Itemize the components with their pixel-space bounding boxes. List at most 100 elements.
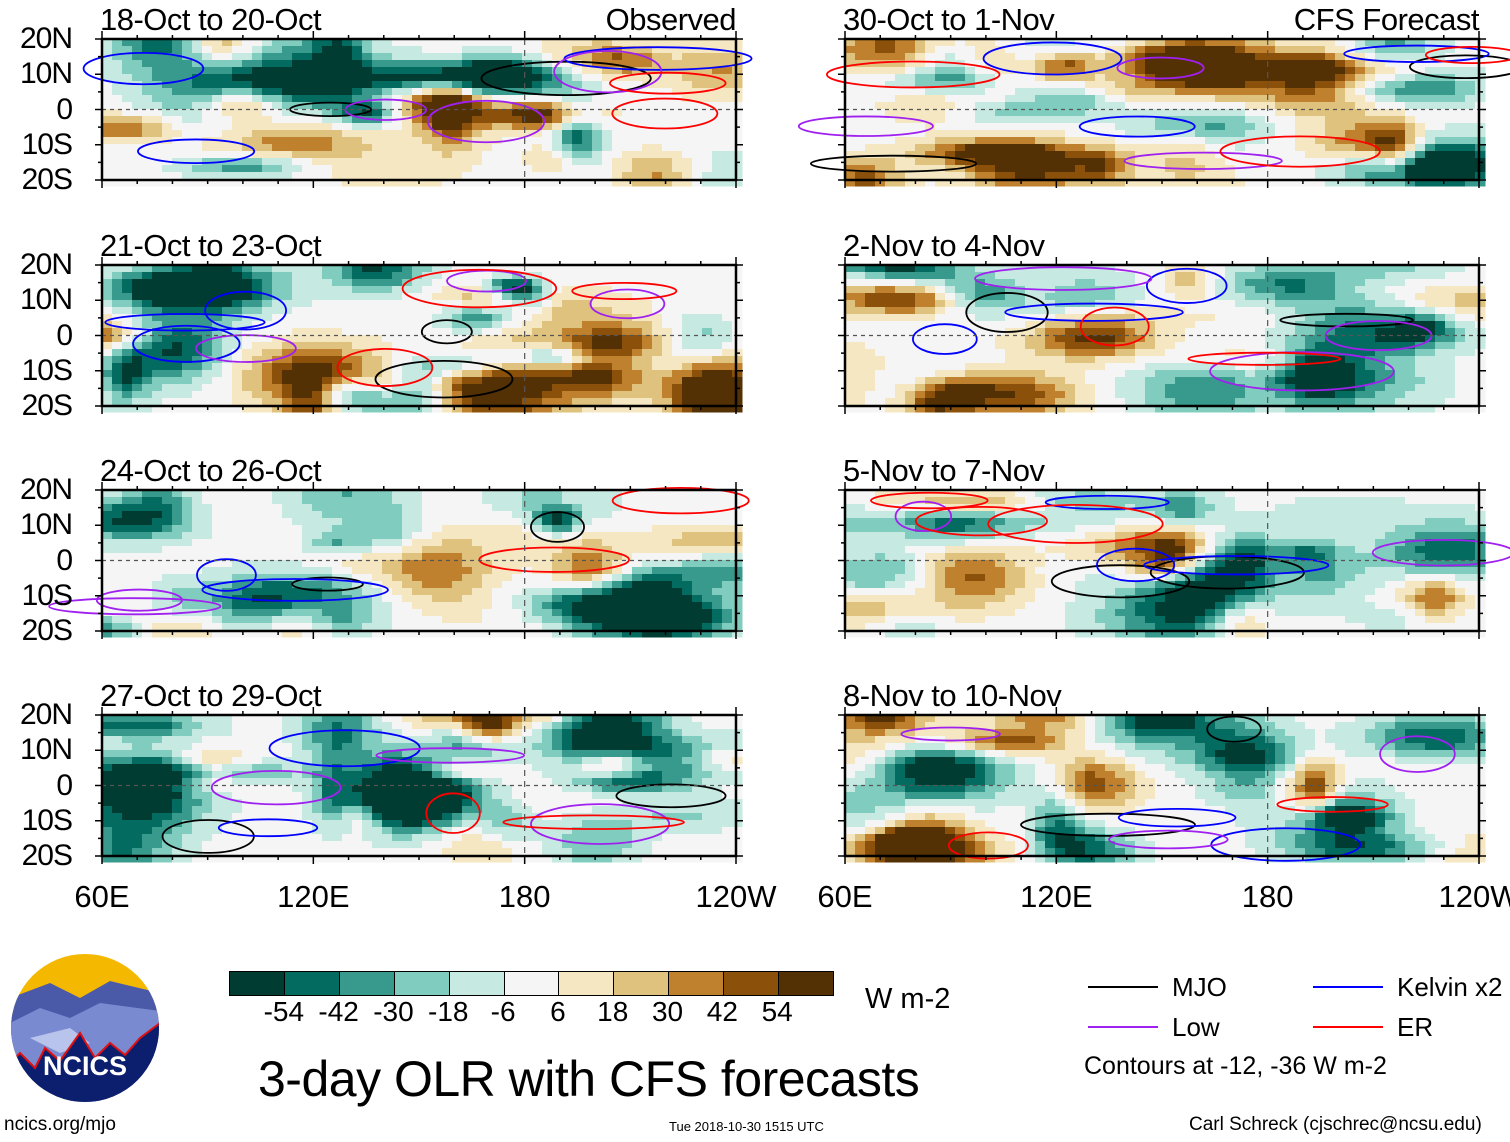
olr-cell [262,46,273,54]
olr-cell [452,799,463,807]
olr-cell [402,39,413,47]
olr-cell [562,574,573,582]
olr-cell [372,771,383,779]
olr-cell [142,771,153,779]
olr-cell [442,335,453,343]
olr-cell [352,74,363,82]
olr-cell [272,834,283,842]
olr-cell [392,123,403,131]
olr-cell [222,764,233,772]
olr-cell [322,715,333,723]
olr-cell [242,74,253,82]
olr-cell [102,602,113,610]
olr-cell [522,321,533,329]
olr-cell [362,511,373,519]
olr-cell [212,179,223,187]
olr-cell [282,848,293,856]
olr-cell [222,265,233,273]
olr-cell [512,391,523,399]
olr-cell [152,144,163,152]
olr-cell [122,827,133,835]
olr-cell [332,398,343,406]
olr-cell [152,813,163,821]
olr-cell [112,518,123,526]
olr-cell [492,630,503,638]
olr-cell [262,88,273,96]
olr-cell [632,525,643,533]
olr-cell [512,532,523,540]
olr-cell [702,567,713,575]
olr-cell [302,46,313,54]
olr-cell [272,813,283,821]
olr-cell [112,60,123,68]
olr-cell [192,834,203,842]
olr-cell [502,144,513,152]
olr-cell [272,504,283,512]
olr-cell [172,307,183,315]
olr-cell [472,46,483,54]
olr-cell [302,764,313,772]
olr-cell [372,841,383,849]
olr-cell [342,151,353,159]
olr-cell [612,39,623,47]
olr-cell [632,81,643,89]
olr-cell [332,172,343,180]
olr-cell [362,60,373,68]
olr-cell [222,81,233,89]
olr-cell [132,102,143,110]
olr-cell [312,286,323,294]
olr-cell [252,384,263,392]
olr-cell [552,137,563,145]
olr-cell [152,588,163,596]
olr-cell [672,272,683,280]
olr-cell [492,144,503,152]
olr-cell [722,88,733,96]
olr-cell [242,384,253,392]
olr-cell [692,384,703,392]
olr-cell [642,158,653,166]
olr-cell [702,525,713,533]
olr-cell [672,165,683,173]
olr-cell [132,799,143,807]
olr-cell [182,743,193,751]
olr-cell [602,179,613,187]
olr-cell [222,750,233,758]
olr-cell [232,137,243,145]
olr-cell [502,532,513,540]
olr-cell [382,377,393,385]
olr-cell [362,123,373,131]
olr-cell [372,363,383,371]
olr-cell [682,560,693,568]
olr-cell [462,574,473,582]
olr-cell [272,130,283,138]
olr-cell [272,158,283,166]
olr-cell [702,328,713,336]
olr-cell [322,757,333,765]
olr-cell [442,623,453,631]
olr-cell [162,855,173,863]
olr-cell [152,820,163,828]
olr-cell [432,757,443,765]
olr-cell [622,272,633,280]
olr-cell [462,53,473,61]
olr-cell [592,123,603,131]
olr-cell [662,137,673,145]
olr-cell [692,398,703,406]
olr-cell [422,504,433,512]
olr-cell [702,158,713,166]
olr-cell [492,342,503,350]
olr-cell [602,518,613,526]
olr-cell [232,539,243,547]
olr-cell [602,172,613,180]
olr-cell [372,300,383,308]
olr-cell [412,39,423,47]
olr-cell [552,279,563,287]
olr-cell [592,363,603,371]
olr-cell [662,130,673,138]
olr-cell [282,497,293,505]
olr-cell [472,384,483,392]
olr-cell [202,60,213,68]
olr-cell [282,356,293,364]
olr-cell [152,81,163,89]
olr-cell [132,546,143,554]
